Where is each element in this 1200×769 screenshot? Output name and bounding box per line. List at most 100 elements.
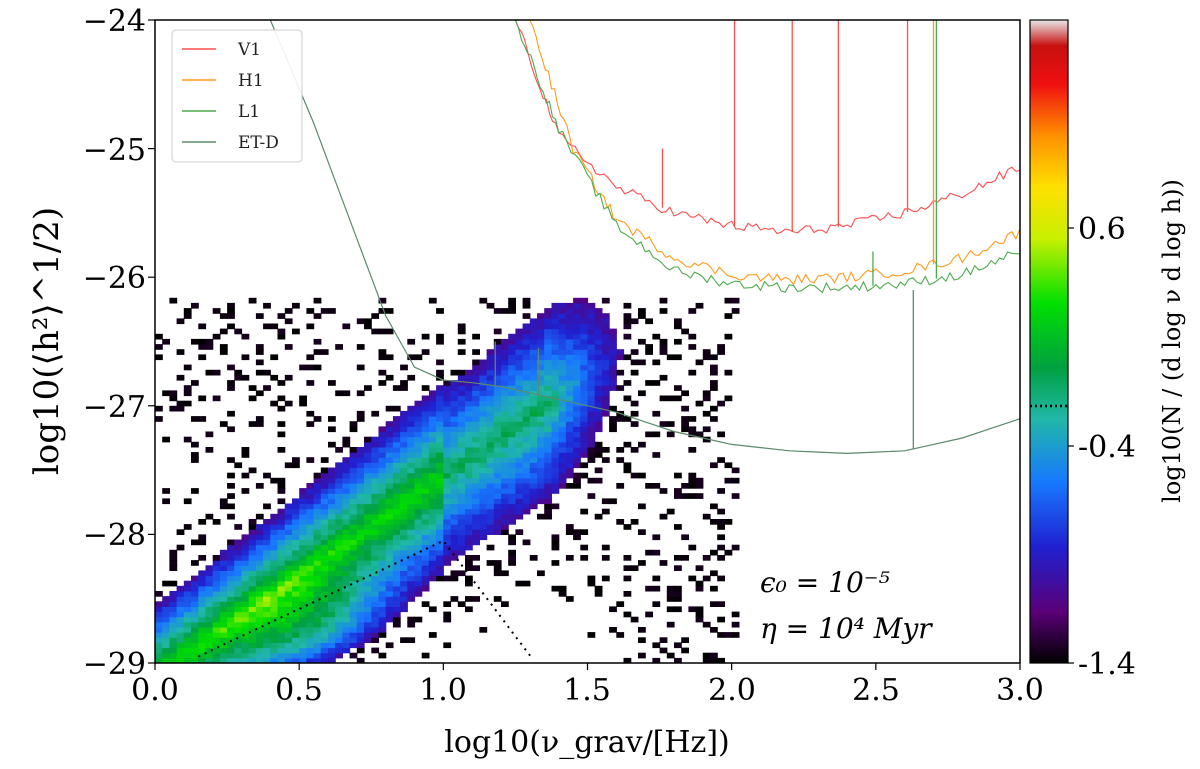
- heatmap-cell: [508, 338, 516, 345]
- heatmap-cell: [270, 621, 279, 628]
- heatmap-cell: [638, 359, 646, 366]
- heatmap-cell: [529, 385, 538, 391]
- heatmap-cell: [486, 519, 495, 525]
- heatmap-cell: [421, 349, 430, 355]
- heatmap-cell: [277, 483, 286, 489]
- heatmap-cell: [328, 544, 336, 551]
- heatmap-cell: [191, 416, 199, 422]
- heatmap-cell: [573, 369, 581, 376]
- heatmap-cell: [465, 477, 473, 484]
- heatmap-cell: [191, 632, 199, 638]
- heatmap-cell: [428, 513, 437, 520]
- heatmap-cell: [183, 601, 192, 607]
- heatmap-cell: [320, 349, 329, 355]
- heatmap-cell: [335, 596, 343, 602]
- heatmap-cell: [414, 549, 423, 556]
- heatmap-cell: [414, 493, 423, 499]
- heatmap-cell: [443, 560, 452, 566]
- heatmap-cell: [155, 632, 163, 638]
- colorbar: 0.6 -0.4 -1.4 log10(N / (d log ν d log h…: [1029, 19, 1186, 682]
- heatmap-cell: [601, 457, 610, 463]
- heatmap-cell: [443, 472, 452, 479]
- heatmap-cell: [349, 421, 358, 427]
- heatmap-cell: [457, 477, 466, 484]
- heatmap-cell: [320, 483, 329, 489]
- heatmap-cell: [335, 390, 343, 397]
- heatmap-cell: [414, 416, 423, 422]
- heatmap-cell: [320, 467, 329, 474]
- heatmap-cell: [493, 519, 502, 525]
- heatmap-cell: [328, 441, 336, 448]
- heatmap-cell: [270, 642, 279, 649]
- heatmap-cell: [378, 426, 387, 433]
- heatmap-cell: [587, 359, 596, 366]
- heatmap-cell: [356, 318, 365, 325]
- heatmap-cell: [537, 344, 545, 350]
- heatmap-cell: [580, 338, 589, 345]
- heatmap-cell: [501, 601, 509, 607]
- heatmap-cell: [212, 611, 221, 618]
- heatmap-cell: [623, 467, 632, 474]
- heatmap-cell: [515, 380, 524, 386]
- heatmap-cell: [436, 452, 444, 458]
- heatmap-cell: [623, 611, 632, 618]
- heatmap-cell: [515, 513, 524, 520]
- heatmap-cell: [313, 297, 322, 304]
- heatmap-cell: [710, 657, 718, 663]
- heatmap-cell: [551, 467, 560, 474]
- heatmap-cell: [522, 457, 531, 463]
- heatmap-cell: [378, 565, 387, 571]
- heatmap-cell: [183, 308, 192, 314]
- heatmap-cell: [428, 390, 437, 397]
- heatmap-cell: [385, 477, 394, 484]
- heatmap-cell: [342, 472, 351, 479]
- heatmap-cell: [479, 477, 488, 484]
- heatmap-cell: [392, 472, 401, 479]
- heatmap-cell: [349, 457, 358, 463]
- heatmap-cell: [392, 519, 401, 525]
- heatmap-cell: [695, 565, 704, 571]
- heatmap-cell: [659, 647, 668, 654]
- heatmap-cell: [263, 570, 271, 577]
- heatmap-cell: [623, 323, 632, 330]
- heatmap-cell: [529, 323, 538, 330]
- heatmap-cell: [306, 457, 315, 463]
- heatmap-cell: [544, 400, 552, 407]
- heatmap-cell: [277, 549, 286, 556]
- heatmap-cell: [255, 591, 264, 597]
- heatmap-cell: [587, 421, 596, 427]
- heatmap-cell: [198, 616, 207, 623]
- heatmap-cell: [234, 627, 243, 633]
- heatmap-cell: [205, 596, 214, 602]
- heatmap-cell: [356, 477, 365, 484]
- heatmap-cell: [529, 493, 538, 499]
- heatmap-cell: [263, 642, 271, 649]
- heatmap-cell: [356, 508, 365, 515]
- heatmap-cell: [306, 647, 315, 654]
- heatmap-cell: [320, 513, 329, 520]
- heatmap-cell: [443, 544, 452, 551]
- x-tick-label: 3.0: [996, 673, 1044, 708]
- heatmap-cell: [183, 652, 192, 659]
- heatmap-cell: [522, 400, 531, 407]
- heatmap-cell: [342, 611, 351, 618]
- heatmap-cell: [594, 369, 603, 376]
- heatmap-cell: [428, 498, 437, 505]
- heatmap-cell: [428, 565, 437, 571]
- heatmap-cell: [313, 596, 322, 602]
- heatmap-cell: [241, 606, 250, 613]
- heatmap-cell: [702, 652, 711, 659]
- heatmap-cell: [400, 493, 408, 499]
- heatmap-cell: [191, 606, 199, 613]
- heatmap-cell: [241, 632, 250, 638]
- heatmap-cell: [212, 596, 221, 602]
- heatmap-cell: [486, 488, 495, 494]
- heatmap-cell: [400, 483, 408, 489]
- heatmap-cell: [364, 519, 372, 525]
- heatmap-cell: [392, 524, 401, 530]
- heatmap-cell: [450, 421, 459, 427]
- heatmap-cell: [695, 616, 704, 623]
- heatmap-cell: [414, 472, 423, 479]
- heatmap-cell: [493, 452, 502, 458]
- heatmap-cell: [630, 359, 639, 366]
